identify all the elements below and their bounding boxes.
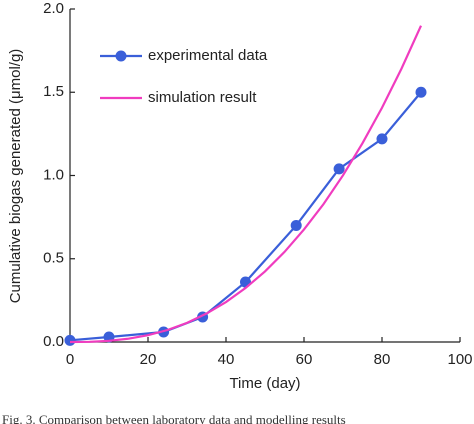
- data-point: [290, 219, 302, 231]
- data-point: [64, 334, 76, 346]
- legend-label: simulation result: [148, 89, 257, 106]
- legend-marker: [115, 50, 127, 62]
- y-tick-label: 1.0: [43, 166, 64, 183]
- x-tick-label: 0: [66, 351, 74, 368]
- data-point: [415, 86, 427, 98]
- y-tick-label: 1.5: [43, 83, 64, 100]
- x-tick-label: 100: [447, 351, 472, 368]
- legend-label: experimental data: [148, 47, 268, 64]
- x-axis-label: Time (day): [229, 375, 300, 392]
- data-point: [333, 163, 345, 175]
- y-axis-label: Cumulative biogas generated (μmol/g): [7, 49, 24, 304]
- x-tick-label: 40: [218, 351, 235, 368]
- series-line: [69, 91, 422, 342]
- y-tick-label: 0.0: [43, 333, 64, 350]
- data-point: [376, 133, 388, 145]
- y-tick-label: 0.5: [43, 250, 64, 267]
- x-tick-label: 60: [296, 351, 313, 368]
- y-tick-label: 2.0: [43, 0, 64, 17]
- x-tick-label: 80: [374, 351, 391, 368]
- caption: Fig. 3. Comparison between laboratory da…: [2, 412, 346, 424]
- series-line: [69, 25, 423, 344]
- x-tick-label: 20: [140, 351, 157, 368]
